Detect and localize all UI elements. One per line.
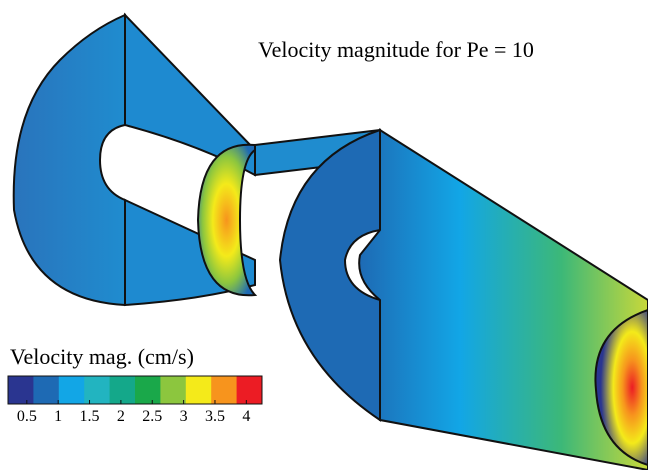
rendering: [12, 12, 648, 472]
colorbar-frame: [7, 375, 263, 405]
colorbar-label: Velocity mag. (cm/s): [10, 344, 194, 369]
colorbar-tick-label: 1: [54, 408, 62, 425]
colorbar-swatch: [109, 376, 136, 404]
colorbar-swatch: [236, 376, 263, 404]
colorbar-swatch: [58, 376, 85, 404]
colorbar-swatch: [185, 376, 212, 404]
colorbar-tick-label: 0.5: [17, 408, 37, 425]
colorbar-swatch: [84, 376, 111, 404]
colorbar-tick-label: 4: [242, 408, 250, 425]
colorbar-tick-label: 3: [180, 408, 188, 425]
colorbar-swatch: [8, 376, 34, 404]
colorbar-swatch: [33, 376, 60, 404]
colorbar-swatch: [135, 376, 161, 404]
colorbar-swatch: [160, 376, 187, 404]
colorbar-swatch: [211, 376, 238, 404]
colorbar-tick-label: 2: [117, 408, 125, 425]
colorbar-tick-label: 1.5: [80, 408, 100, 425]
colorbar-tick-label: 3.5: [205, 408, 225, 425]
colorbar-tick-label: 2.5: [142, 408, 162, 425]
title: Velocity magnitude for Pe = 10: [258, 37, 534, 62]
colorbar: 0.5 1 1.5 2 2.5 3 3.5 4: [7, 375, 263, 425]
